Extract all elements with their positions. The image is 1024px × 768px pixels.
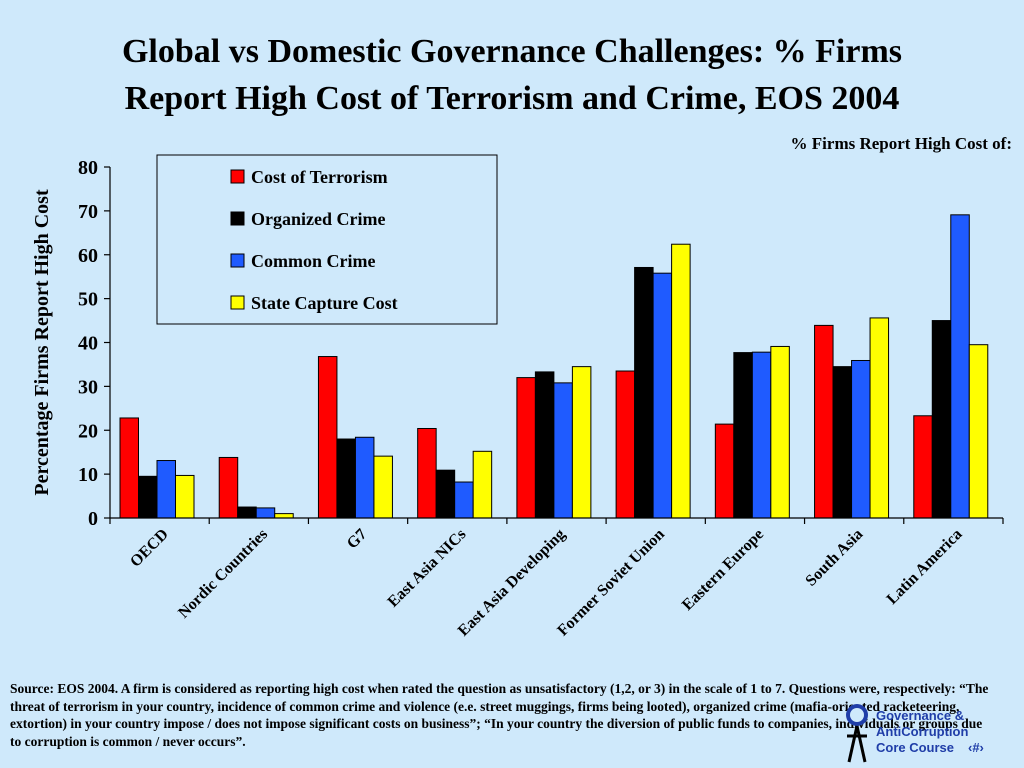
bar <box>534 371 555 519</box>
bar <box>671 243 691 519</box>
legend-box <box>156 154 498 325</box>
y-tick-label: 80 <box>78 157 98 179</box>
bar <box>634 266 654 519</box>
x-tick-label: East Asia NICs <box>385 526 470 611</box>
y-tick-label: 50 <box>78 289 98 311</box>
bar <box>733 352 753 519</box>
bar <box>615 370 636 519</box>
logo-text: Governance & AntiCorruption Core Course <box>876 708 968 756</box>
bar <box>950 214 970 519</box>
bar <box>175 474 195 519</box>
bar <box>317 356 338 519</box>
bar <box>571 366 592 519</box>
x-tick-label: East Asia Developing <box>455 526 569 640</box>
bar <box>218 456 239 519</box>
legend-swatch <box>230 211 245 226</box>
bar <box>435 469 456 519</box>
bar <box>336 438 356 519</box>
legend-swatch <box>230 169 245 184</box>
title-line-1: Global vs Domestic Governance Challenges… <box>121 33 903 70</box>
legend-swatch <box>230 253 245 268</box>
slide-number: ‹#› <box>968 740 984 755</box>
legend-label: Organized Crime <box>251 209 385 229</box>
bar <box>652 272 673 519</box>
bar <box>770 345 790 519</box>
bar <box>913 415 933 519</box>
bar <box>814 324 834 519</box>
logo-line-2: AntiCorruption <box>876 724 969 739</box>
bar <box>454 481 474 519</box>
x-tick-label: Nordic Countries <box>175 526 271 622</box>
y-tick-label: 20 <box>78 420 98 442</box>
x-tick-label: OECD <box>127 526 172 571</box>
logo-line-3: Core Course <box>876 740 955 755</box>
legend-label: State Capture Cost <box>251 293 398 313</box>
bar <box>274 513 294 519</box>
legend-label: Common Crime <box>251 251 375 271</box>
bar <box>851 359 871 519</box>
y-tick-label: 10 <box>78 464 98 486</box>
x-tick-label: Former Soviet Union <box>554 526 668 640</box>
bar <box>119 417 139 519</box>
bar <box>968 344 989 519</box>
bar <box>472 450 493 519</box>
bar <box>417 427 437 519</box>
title-line-2: Report High Cost of Terrorism and Crime,… <box>124 80 900 117</box>
y-axis-label: Percentage Firms Report High Cost <box>31 189 53 496</box>
bar <box>714 423 735 519</box>
legend-label: Cost of Terrorism <box>251 167 388 187</box>
x-tick-label: South Asia <box>802 526 866 590</box>
bar <box>869 317 890 519</box>
bar <box>373 455 393 519</box>
bar <box>156 460 176 519</box>
logo-line-1: Governance & <box>876 708 965 723</box>
bar <box>237 506 257 519</box>
chart-subtitle: % Firms Report High Cost of: <box>790 134 1012 153</box>
x-tick-label: Eastern Europe <box>679 526 767 614</box>
logo-icon <box>846 704 868 763</box>
bar <box>516 377 536 519</box>
bar <box>553 382 573 519</box>
legend-swatch <box>230 295 245 310</box>
x-tick-label: G7 <box>344 526 370 552</box>
x-tick-label: Latin America <box>884 526 966 608</box>
bar <box>931 320 952 519</box>
bar <box>138 475 158 519</box>
source-note: Source: EOS 2004. A firm is considered a… <box>10 681 989 749</box>
y-tick-label: 30 <box>78 376 98 398</box>
bar <box>255 507 276 519</box>
bar <box>751 351 772 519</box>
y-tick-label: 60 <box>78 245 98 267</box>
y-tick-label: 0 <box>88 508 98 530</box>
slide-title: Global vs Domestic Governance Challenges… <box>0 28 1024 122</box>
y-tick-label: 40 <box>78 333 98 355</box>
y-tick-label: 70 <box>78 201 98 223</box>
bar <box>832 366 853 519</box>
bar-chart: 0 10 20 30 40 50 60 70 80 Percentage Firms Report… <box>31 154 1004 640</box>
bar <box>354 436 375 519</box>
